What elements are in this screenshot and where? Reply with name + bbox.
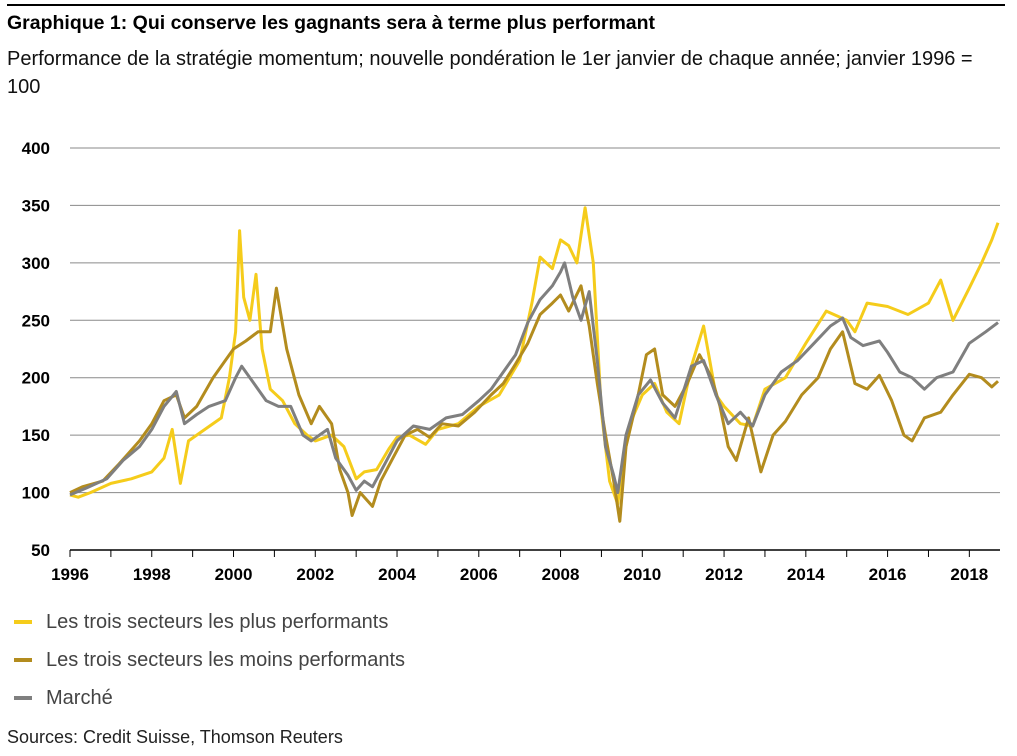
x-tick-label: 1998 (133, 565, 171, 584)
y-tick-label: 200 (22, 369, 50, 388)
chart-subtitle: Performance de la stratégie momentum; no… (7, 48, 973, 98)
series-line-top-performers (69, 206, 1000, 506)
legend-swatch-market (14, 696, 32, 700)
source-note: Sources: Credit Suisse, Thomson Reuters (7, 727, 343, 747)
legend-label: Les trois secteurs les plus performants (46, 610, 389, 633)
x-tick-label: 2002 (296, 565, 334, 584)
y-tick-label: 150 (22, 426, 50, 445)
legend-swatch-worst-performers (14, 658, 32, 662)
legend-swatch-top-performers (14, 620, 32, 624)
y-tick-label: 400 (22, 139, 50, 158)
x-tick-label: 1996 (51, 565, 89, 584)
legend-item-market: Marché (14, 679, 405, 717)
x-tick-label: 2014 (787, 565, 825, 584)
top-rule (7, 4, 1005, 6)
legend: Les trois secteurs les plus performants … (14, 603, 405, 717)
legend-label: Les trois secteurs les moins performants (46, 648, 406, 671)
x-tick-label: 2012 (705, 565, 743, 584)
x-tick-label: 2000 (215, 565, 253, 584)
y-tick-label: 250 (22, 311, 50, 330)
legend-item-worst-performers: Les trois secteurs les moins performants (14, 641, 405, 679)
x-tick-label: 2018 (950, 565, 988, 584)
y-tick-label: 100 (22, 484, 50, 503)
x-tick-label: 2006 (460, 565, 498, 584)
series-line-worst-performers (69, 284, 1000, 523)
legend-label: Marché (46, 686, 113, 709)
x-tick-label: 2010 (623, 565, 661, 584)
x-tick-label: 2004 (378, 565, 416, 584)
chart-title: Graphique 1: Qui conserve les gagnants s… (7, 12, 656, 34)
legend-item-top-performers: Les trois secteurs les plus performants (14, 603, 405, 641)
line-chart: 50 100 150 200 250 300 350 400 1996 1998 2000 2002 2… (22, 139, 1000, 584)
y-tick-label: 350 (22, 196, 50, 215)
x-tick-label: 2016 (869, 565, 907, 584)
y-tick-label: 50 (31, 541, 50, 560)
series-line-market (69, 261, 999, 497)
y-tick-label: 300 (22, 254, 50, 273)
x-tick-label: 2008 (542, 565, 580, 584)
